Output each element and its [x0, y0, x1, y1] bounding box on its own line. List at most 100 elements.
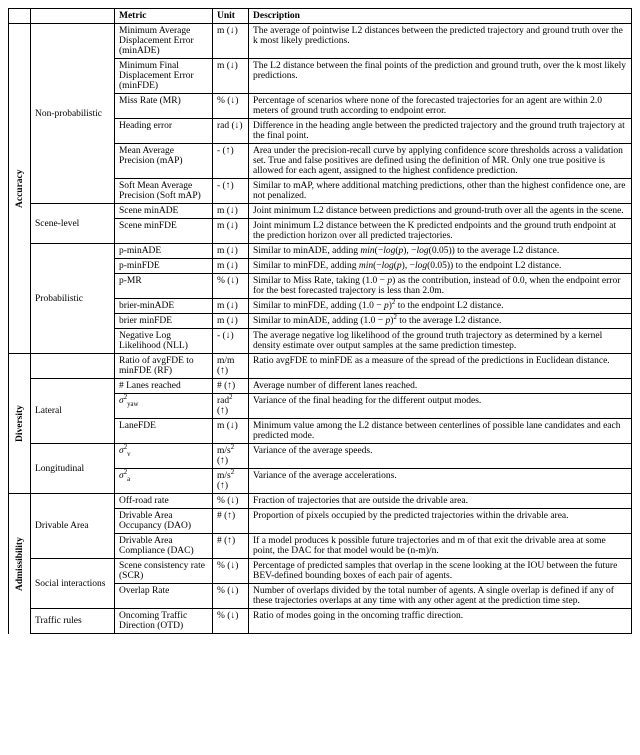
group-admissibility: Admissibility — [9, 494, 31, 634]
metric-unit: rad (↓) — [213, 119, 249, 144]
metric-name: p-minADE — [115, 244, 213, 259]
metric-name: p-minFDE — [115, 259, 213, 274]
header-row: Metric Unit Description — [9, 9, 632, 24]
sub-lateral: Lateral — [31, 379, 115, 444]
metric-desc: Joint minimum L2 distance between the K … — [249, 219, 632, 244]
group-diversity: Diversity — [9, 354, 31, 494]
metric-desc: Ratio of modes going in the oncoming tra… — [249, 609, 632, 634]
metric-name: Scene minADE — [115, 204, 213, 219]
metric-unit: - (↑) — [213, 144, 249, 179]
metric-desc: Variance of the average accelerations. — [249, 469, 632, 494]
metric-unit: m (↓) — [213, 299, 249, 314]
col-metric: Metric — [115, 9, 213, 24]
metric-unit: % (↓) — [213, 494, 249, 509]
metric-unit: m/s2 (↑) — [213, 469, 249, 494]
metric-desc: The average of pointwise L2 distances be… — [249, 24, 632, 59]
group-accuracy: Accuracy — [9, 24, 31, 354]
metric-unit: % (↓) — [213, 559, 249, 584]
metric-name: Negative Log Likelihood (NLL) — [115, 329, 213, 354]
sub-drivable-area: Drivable Area — [31, 494, 115, 559]
table-row: Accuracy Non-probabilistic Minimum Avera… — [9, 24, 632, 59]
metric-unit: m (↓) — [213, 204, 249, 219]
metric-name: LaneFDE — [115, 419, 213, 444]
metric-desc: Ratio avgFDE to minFDE as a measure of t… — [249, 354, 632, 379]
metric-desc: Percentage of predicted samples that ove… — [249, 559, 632, 584]
metric-unit: m (↓) — [213, 259, 249, 274]
metric-desc: Similar to minADE, adding min(−log(p), −… — [249, 244, 632, 259]
metric-desc: Similar to minFDE, adding min(−log(p), −… — [249, 259, 632, 274]
metric-name: brier-minADE — [115, 299, 213, 314]
metric-name: Oncoming Traffic Direction (OTD) — [115, 609, 213, 634]
metric-unit: % (↓) — [213, 94, 249, 119]
sub-probabilistic: Probabilistic — [31, 244, 115, 354]
metric-desc: Similar to Miss Rate, taking (1.0 − p) a… — [249, 274, 632, 299]
metrics-table: Metric Unit Description Accuracy Non-pro… — [8, 8, 632, 634]
metric-unit: - (↑) — [213, 179, 249, 204]
metric-unit: m/m (↑) — [213, 354, 249, 379]
metric-unit: m (↓) — [213, 59, 249, 94]
metric-unit: # (↑) — [213, 379, 249, 394]
table-row: Social interactions Scene consistency ra… — [9, 559, 632, 584]
metric-desc: Percentage of scenarios where none of th… — [249, 94, 632, 119]
metric-desc: Similar to mAP, where additional matchin… — [249, 179, 632, 204]
metric-desc: The L2 distance between the final points… — [249, 59, 632, 94]
metric-unit: # (↑) — [213, 509, 249, 534]
metric-name: Miss Rate (MR) — [115, 94, 213, 119]
sub-traffic-rules: Traffic rules — [31, 609, 115, 634]
metric-name: Scene minFDE — [115, 219, 213, 244]
metric-desc: The average negative log likelihood of t… — [249, 329, 632, 354]
metric-desc: Minimum value among the L2 distance betw… — [249, 419, 632, 444]
table-row: Traffic rules Oncoming Traffic Direction… — [9, 609, 632, 634]
metric-name: Soft Mean Average Precision (Soft mAP) — [115, 179, 213, 204]
metric-unit: rad2 (↑) — [213, 394, 249, 419]
metric-unit: m (↓) — [213, 314, 249, 329]
table-row: Probabilistic p-minADE m (↓) Similar to … — [9, 244, 632, 259]
sub-scene-level: Scene-level — [31, 204, 115, 244]
metric-desc: Area under the precision-recall curve by… — [249, 144, 632, 179]
metric-desc: Average number of different lanes reache… — [249, 379, 632, 394]
metric-unit: # (↑) — [213, 534, 249, 559]
metric-unit: m (↓) — [213, 419, 249, 444]
metric-name: Overlap Rate — [115, 584, 213, 609]
sub-social: Social interactions — [31, 559, 115, 609]
metric-name: Heading error — [115, 119, 213, 144]
table-row: Scene-level Scene minADE m (↓) Joint min… — [9, 204, 632, 219]
col-desc: Description — [249, 9, 632, 24]
metric-unit: % (↓) — [213, 584, 249, 609]
metric-name: Minimum Final Displacement Error (minFDE… — [115, 59, 213, 94]
metric-unit: m (↓) — [213, 219, 249, 244]
metric-name: brier minFDE — [115, 314, 213, 329]
metric-desc: Proportion of pixels occupied by the pre… — [249, 509, 632, 534]
metric-name: σ2yaw — [115, 394, 213, 419]
metric-name: Drivable Area Occupancy (DAO) — [115, 509, 213, 534]
sub-non-probabilistic: Non-probabilistic — [31, 24, 115, 204]
table-row: Lateral # Lanes reached # (↑) Average nu… — [9, 379, 632, 394]
metric-name: Minimum Average Displacement Error (minA… — [115, 24, 213, 59]
metric-name: Scene consistency rate (SCR) — [115, 559, 213, 584]
metric-desc: If a model produces k possible future tr… — [249, 534, 632, 559]
table-row: Diversity Ratio of avgFDE to minFDE (RF)… — [9, 354, 632, 379]
metric-desc: Fraction of trajectories that are outsid… — [249, 494, 632, 509]
metric-name: σ2a — [115, 469, 213, 494]
metric-unit: - (↓) — [213, 329, 249, 354]
metric-name: # Lanes reached — [115, 379, 213, 394]
sub-longitudinal: Longitudinal — [31, 444, 115, 494]
metric-desc: Number of overlaps divided by the total … — [249, 584, 632, 609]
metric-desc: Variance of the average speeds. — [249, 444, 632, 469]
metric-name: p-MR — [115, 274, 213, 299]
metric-desc: Joint minimum L2 distance between predic… — [249, 204, 632, 219]
metric-unit: m/s2 (↑) — [213, 444, 249, 469]
table-row: Admissibility Drivable Area Off-road rat… — [9, 494, 632, 509]
metric-name: Mean Average Precision (mAP) — [115, 144, 213, 179]
metric-name: Off-road rate — [115, 494, 213, 509]
metric-desc: Similar to minFDE, adding (1.0 − p)2 to … — [249, 299, 632, 314]
metric-desc: Difference in the heading angle between … — [249, 119, 632, 144]
metric-name: σ2v — [115, 444, 213, 469]
metric-unit: m (↓) — [213, 244, 249, 259]
col-unit: Unit — [213, 9, 249, 24]
metric-unit: m (↓) — [213, 24, 249, 59]
metric-desc: Variance of the final heading for the di… — [249, 394, 632, 419]
metric-unit: % (↓) — [213, 274, 249, 299]
metric-name: Ratio of avgFDE to minFDE (RF) — [115, 354, 213, 379]
metric-name: Drivable Area Compliance (DAC) — [115, 534, 213, 559]
